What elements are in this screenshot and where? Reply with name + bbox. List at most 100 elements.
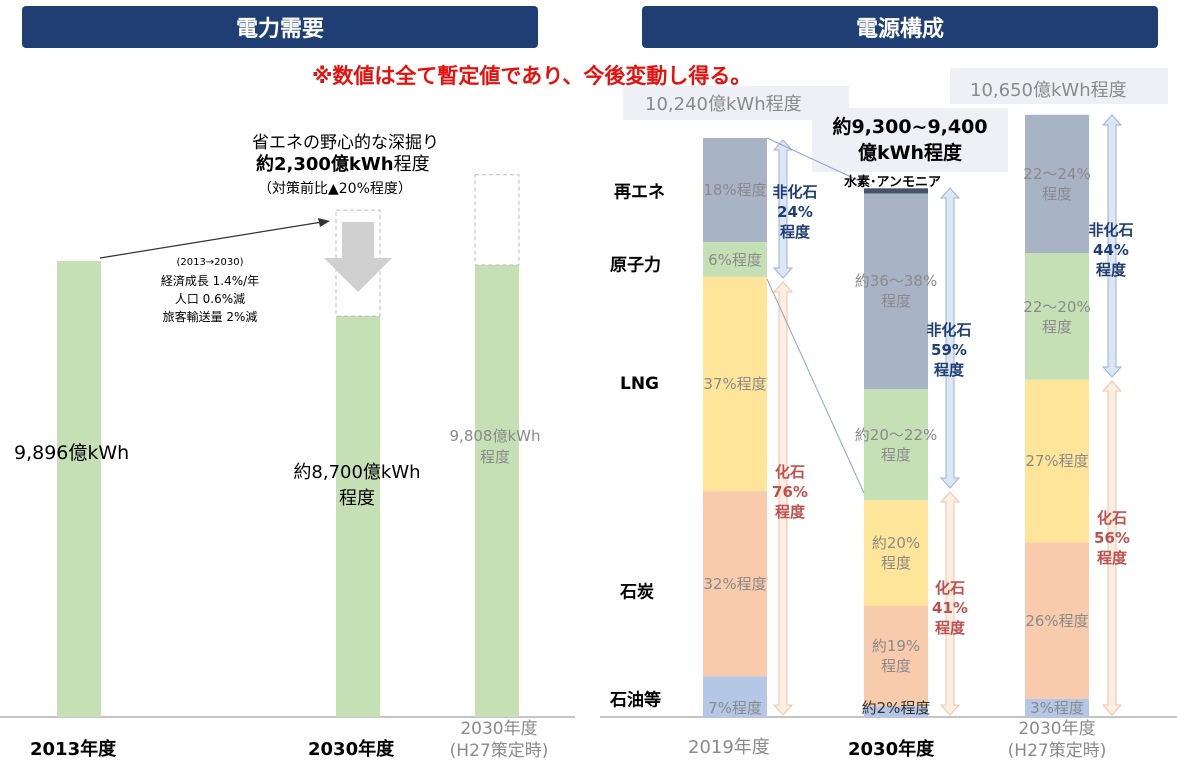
segment-label: 約20～22% 程度 (854, 425, 938, 464)
segment-nuclear-0 (703, 242, 767, 277)
source-nuclear: 原子力 (610, 255, 661, 276)
total-box-h27 (950, 68, 1168, 104)
segment-label: 約36～38% 程度 (854, 272, 938, 311)
savings-value: 約2,300億kWh程度 (256, 150, 430, 176)
segment-label: 32%程度 (703, 574, 767, 593)
bracket-2019-nonfossil: 非化石 24% 程度 (770, 182, 820, 242)
label-2030: 約8,700億kWh 程度 (282, 460, 432, 512)
total-2019: 10,240億kWh程度 (645, 94, 802, 115)
total-2030: 約9,300~9,400 億kWh程度 (812, 114, 1008, 166)
xlabel-2019: 2019年度 (688, 737, 770, 758)
segment-coal-1 (864, 605, 928, 707)
bracket-arrow-h27-nonfossil (1101, 114, 1123, 378)
bracket-2030-nonfossil: 非化石 59% 程度 (924, 320, 974, 380)
growth-arrow-line (99, 221, 323, 259)
segment-label: 27%程度 (1025, 452, 1089, 471)
xlabel-2013: 2013年度 (30, 739, 117, 760)
source-lng: LNG (620, 374, 660, 394)
segment-oil-0 (703, 676, 767, 717)
segment-label: 6%程度 (708, 250, 762, 269)
label-2030-line1: 約8,700億kWh (293, 462, 421, 483)
b5: 76% (772, 483, 808, 501)
b4: 化石 (774, 463, 805, 481)
segment-nuclear-2 (1025, 253, 1089, 380)
bracket-arrow-2030-nonfossil (939, 187, 961, 489)
segment-lng-2 (1025, 379, 1089, 543)
growth-arrow-head (318, 218, 330, 227)
connector-top (766, 137, 865, 184)
bracket-arrow-2019-nonfossil (772, 139, 794, 279)
growth-period: (2013→2030) (176, 257, 244, 268)
xlabel-h27-left-1: 2030年度 (460, 719, 538, 739)
b13: 非化石 (1088, 221, 1134, 239)
segment-label: 18%程度 (703, 181, 767, 200)
segment-label: 22～24% 程度 (1023, 165, 1091, 204)
demand-bar-1 (336, 316, 380, 717)
total-box-2019 (623, 86, 849, 120)
segment-label: 約19% 程度 (871, 637, 921, 676)
total-2030-line1: 約9,300~9,400 (832, 116, 988, 138)
segment-label: 約20% 程度 (871, 534, 921, 573)
segment-renewable-2 (1025, 114, 1089, 254)
growth-assumptions: (2013→2030) 経済成長 1.4%/年 人口 0.6%減 旅客輸送量 2… (140, 254, 280, 326)
savings-value-suffix: 程度 (393, 154, 430, 175)
b16: 化石 (1096, 509, 1127, 527)
b11: 41% (932, 599, 968, 617)
savings-box-2 (474, 174, 520, 266)
segment-coal-2 (1025, 542, 1089, 699)
segment-label: 3%程度 (1030, 699, 1084, 717)
segment-coal-0 (703, 491, 767, 677)
segment-nuclear-1 (864, 389, 928, 501)
xlabel-h27-right-2: (H27策定時) (1007, 741, 1107, 761)
growth-passenger: 旅客輸送量 2%減 (162, 310, 258, 324)
label-2030-line2: 程度 (339, 488, 375, 509)
b9: 程度 (933, 361, 964, 379)
segment-lng-0 (703, 276, 767, 492)
segment-label: 26%程度 (1025, 611, 1089, 630)
savings-title: 省エネの野心的な深掘り (252, 133, 439, 153)
segment-oil-2 (1025, 698, 1089, 717)
savings-down-arrow (324, 222, 392, 292)
connector-mid (766, 278, 865, 494)
header-power-mix: 電源構成 (642, 6, 1158, 48)
b7: 非化石 (926, 321, 972, 339)
xlabel-h27-left-2: (H27策定時) (449, 741, 549, 761)
savings-value-bold: 約2,300億kWh (256, 154, 394, 175)
header-demand: 電力需要 (22, 6, 538, 48)
segment-oil-1 (864, 706, 928, 717)
provisional-note: ※数値は全て暫定値であり、今後変動し得る。 (312, 64, 752, 88)
b12: 程度 (934, 619, 965, 637)
b2: 24% (777, 203, 813, 221)
xlabel-h27-right-1: 2030年度 (1018, 719, 1096, 739)
segment-renewable-1 (864, 193, 928, 390)
segment-lng-1 (864, 500, 928, 606)
segment-label: 37%程度 (703, 375, 767, 394)
bracket-h27-fossil: 化石 56% 程度 (1092, 508, 1132, 568)
hydrogen-label: 水素･アンモニア (844, 175, 941, 190)
b1: 非化石 (772, 183, 818, 201)
savings-sub: （対策前比▲20%程度） (258, 181, 412, 197)
b17: 56% (1094, 529, 1130, 547)
demand-bar-0 (57, 261, 101, 717)
total-2030-line2: 億kWh程度 (857, 142, 963, 164)
xlabel-2030-right: 2030年度 (848, 739, 935, 760)
source-oil: 石油等 (610, 690, 661, 711)
total-h27: 10,650億kWh程度 (970, 80, 1127, 101)
segment-renewable-0 (703, 138, 767, 243)
bracket-2019-fossil: 化石 76% 程度 (770, 462, 810, 522)
bracket-2030-fossil: 化石 41% 程度 (930, 578, 970, 638)
demand-bar-2 (475, 265, 519, 717)
b15: 程度 (1095, 261, 1126, 279)
source-coal: 石炭 (620, 582, 654, 603)
segment-label: 22～20% 程度 (1023, 297, 1091, 336)
xlabel-2030-left: 2030年度 (308, 739, 395, 760)
source-renewable: 再エネ (614, 182, 665, 203)
bracket-arrow-h27-fossil (1101, 380, 1123, 716)
b8: 59% (931, 341, 967, 359)
b18: 程度 (1096, 549, 1127, 567)
total-box-2030 (812, 108, 1008, 172)
bracket-arrow-2019-fossil (772, 281, 794, 716)
xlabel-h27-left: 2030年度 (H27策定時) (434, 718, 564, 762)
b3: 程度 (779, 223, 810, 241)
